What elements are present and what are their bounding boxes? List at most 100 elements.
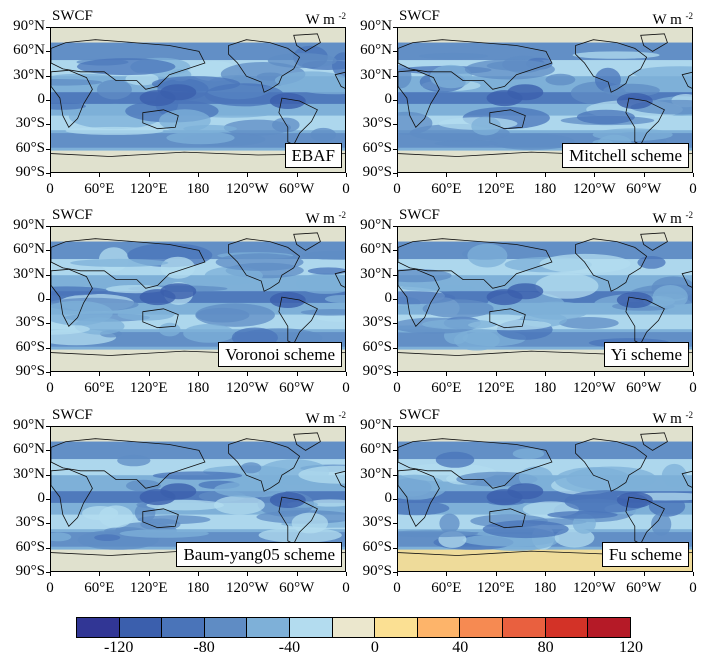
latitude-tick bbox=[46, 572, 50, 573]
longitude-tick bbox=[296, 372, 298, 376]
longitude-tick bbox=[397, 572, 398, 576]
latitude-tick bbox=[393, 547, 397, 549]
panel-name-box: EBAF bbox=[284, 143, 342, 168]
latitude-tick-label: 60°S bbox=[15, 338, 45, 355]
longitude-tick bbox=[545, 372, 546, 376]
panel-variable-label: SWCF bbox=[399, 407, 440, 423]
longitude-tick bbox=[99, 173, 101, 177]
latitude-tick bbox=[46, 426, 50, 427]
latitude-tick bbox=[46, 51, 50, 53]
colorbar-swatch bbox=[247, 618, 291, 637]
longitude-tick bbox=[594, 372, 596, 376]
latitude-tick bbox=[393, 323, 397, 325]
colorbar bbox=[76, 617, 631, 638]
longitude-tick bbox=[148, 372, 150, 376]
longitude-tick-label: 120°W bbox=[226, 580, 269, 596]
longitude-tick-label: 0 bbox=[46, 380, 54, 396]
longitude-tick-label: 0 bbox=[46, 580, 54, 596]
longitude-tick-label: 120°W bbox=[226, 181, 269, 197]
longitude-tick bbox=[346, 372, 347, 376]
latitude-tick-label: 30°S bbox=[362, 314, 392, 331]
latitude-tick-label: 60°N bbox=[13, 441, 45, 458]
longitude-tick-label: 0 bbox=[342, 181, 350, 197]
longitude-tick-label: 120°W bbox=[226, 380, 269, 396]
longitude-tick-label: 120°E bbox=[476, 580, 515, 596]
map-field bbox=[51, 28, 345, 172]
colorbar-swatch bbox=[290, 618, 333, 637]
longitude-tick-label: 0 bbox=[689, 181, 697, 197]
latitude-tick-label: 60°S bbox=[362, 139, 392, 156]
latitude-tick-label: 30°S bbox=[15, 115, 45, 132]
latitude-tick-label: 30°S bbox=[362, 514, 392, 531]
longitude-tick bbox=[50, 173, 51, 177]
latitude-tick-label: 90°S bbox=[362, 363, 392, 379]
longitude-tick-label: 60°E bbox=[84, 580, 115, 596]
longitude-tick-label: 0 bbox=[342, 380, 350, 396]
latitude-tick-label: 90°N bbox=[360, 18, 392, 34]
latitude-tick bbox=[393, 226, 397, 227]
latitude-tick bbox=[46, 323, 50, 325]
longitude-tick bbox=[50, 572, 51, 576]
panel-units-label: W m -2 bbox=[652, 210, 693, 227]
latitude-tick bbox=[46, 226, 50, 227]
colorbar-swatch bbox=[204, 618, 248, 637]
colorbar-swatch bbox=[162, 618, 205, 637]
colorbar-swatch bbox=[588, 618, 630, 637]
colorbar-tick-label: 120 bbox=[619, 639, 643, 656]
latitude-tick bbox=[46, 547, 50, 549]
longitude-tick bbox=[643, 173, 645, 177]
longitude-tick bbox=[446, 173, 448, 177]
colorbar-swatch bbox=[503, 618, 546, 637]
latitude-tick bbox=[46, 100, 50, 101]
latitude-tick-label: 90°N bbox=[13, 18, 45, 34]
longitude-tick-label: 60°E bbox=[84, 380, 115, 396]
latitude-tick bbox=[393, 100, 397, 101]
latitude-tick bbox=[393, 299, 397, 300]
longitude-tick bbox=[148, 173, 150, 177]
latitude-tick-label: 0 bbox=[37, 91, 46, 107]
longitude-tick bbox=[693, 372, 694, 376]
longitude-tick-label: 60°W bbox=[626, 580, 662, 596]
longitude-tick-label: 120°E bbox=[476, 181, 515, 197]
latitude-tick bbox=[393, 372, 397, 373]
latitude-tick-label: 60°N bbox=[360, 42, 392, 59]
latitude-tick-label: 60°S bbox=[362, 338, 392, 355]
panel-variable-label: SWCF bbox=[399, 8, 440, 24]
longitude-tick-label: 60°W bbox=[626, 181, 662, 197]
latitude-tick-label: 90°N bbox=[360, 217, 392, 233]
latitude-tick-label: 30°N bbox=[360, 465, 392, 482]
longitude-tick-label: 180 bbox=[186, 181, 210, 197]
latitude-tick-label: 0 bbox=[384, 91, 393, 107]
colorbar-tick-label: -120 bbox=[104, 639, 134, 656]
colorbar-tick-label: 40 bbox=[452, 639, 469, 656]
latitude-tick-label: 90°S bbox=[362, 563, 392, 579]
latitude-tick-label: 60°S bbox=[362, 538, 392, 555]
panel-variable-label: SWCF bbox=[52, 407, 93, 423]
longitude-tick-label: 120°E bbox=[476, 380, 515, 396]
latitude-tick-label: 0 bbox=[384, 290, 393, 306]
longitude-tick bbox=[397, 372, 398, 376]
longitude-tick bbox=[495, 173, 497, 177]
longitude-tick bbox=[545, 572, 546, 576]
longitude-tick-label: 180 bbox=[533, 181, 557, 197]
latitude-tick-label: 90°S bbox=[362, 164, 392, 180]
panel-name-box: Voronoi scheme bbox=[218, 342, 342, 367]
longitude-tick bbox=[346, 572, 347, 576]
latitude-tick bbox=[393, 523, 397, 525]
longitude-tick-label: 60°W bbox=[279, 580, 315, 596]
colorbar-swatch bbox=[77, 618, 120, 637]
latitude-tick-label: 30°S bbox=[362, 115, 392, 132]
latitude-tick-label: 90°S bbox=[15, 563, 45, 579]
panel-variable-label: SWCF bbox=[399, 207, 440, 223]
longitude-tick bbox=[594, 572, 596, 576]
latitude-tick-label: 60°N bbox=[13, 42, 45, 59]
latitude-tick-label: 60°N bbox=[360, 241, 392, 258]
longitude-tick bbox=[99, 572, 101, 576]
latitude-tick-label: 60°N bbox=[360, 441, 392, 458]
panel-name-box: Baum-yang05 scheme bbox=[176, 542, 342, 567]
latitude-tick-label: 90°N bbox=[360, 417, 392, 433]
latitude-tick bbox=[393, 173, 397, 174]
latitude-tick bbox=[46, 499, 50, 500]
longitude-tick-label: 60°W bbox=[626, 380, 662, 396]
panel-units-label: W m -2 bbox=[305, 410, 346, 427]
